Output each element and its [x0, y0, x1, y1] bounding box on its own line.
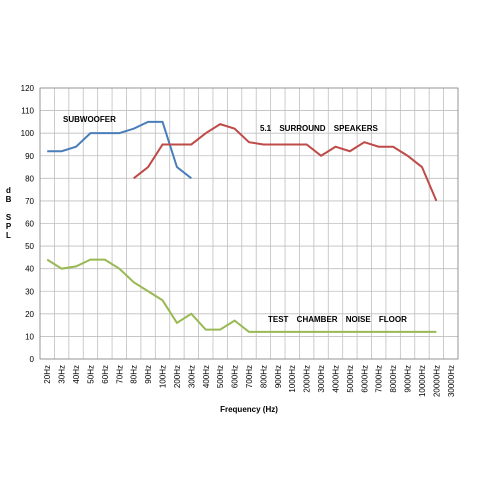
x-tick-label: 700Hz	[245, 365, 254, 388]
x-tick-label: 5000Hz	[346, 365, 355, 393]
x-tick-label: 50Hz	[86, 365, 95, 384]
y-tick-label: 20	[25, 310, 34, 319]
x-tick-label: 1000Hz	[288, 365, 297, 393]
x-tick-label: 2000Hz	[303, 365, 312, 393]
x-tick-label: 60Hz	[101, 365, 110, 384]
x-tick-label: 40Hz	[72, 365, 81, 384]
x-tick-label: 900Hz	[274, 365, 283, 388]
x-tick-label: 80Hz	[130, 365, 139, 384]
x-tick-label: 7000Hz	[375, 365, 384, 393]
x-tick-label: 300Hz	[187, 365, 196, 388]
x-tick-label: 200Hz	[173, 365, 182, 388]
x-tick-label: 600Hz	[231, 365, 240, 388]
x-tick-label: 30Hz	[58, 365, 67, 384]
y-tick-label: 0	[30, 355, 35, 364]
x-tick-label: 20Hz	[43, 365, 52, 384]
y-axis-title: dB SPL	[4, 186, 13, 240]
series-line	[47, 120, 192, 180]
y-tick-label: 30	[25, 287, 34, 296]
y-tick-label: 120	[21, 84, 35, 93]
x-tick-label: 8000Hz	[389, 365, 398, 393]
x-tick-label: 6000Hz	[360, 365, 369, 393]
x-tick-label: 500Hz	[216, 365, 225, 388]
x-tick-label: 100Hz	[159, 365, 168, 388]
x-tick-label: 800Hz	[259, 365, 268, 388]
y-tick-label: 110	[21, 107, 34, 116]
x-tick-label: 400Hz	[202, 365, 211, 388]
x-axis-title: Frequency (Hz)	[220, 405, 278, 414]
series-label: TEST CHAMBER NOISE FLOOR	[268, 315, 407, 324]
series-label: 5.1 SURROUND SPEAKERS	[260, 124, 378, 133]
plot-border	[39, 87, 459, 360]
y-tick-label: 40	[25, 265, 34, 274]
y-tick-label: 100	[21, 129, 35, 138]
y-tick-label: 90	[25, 152, 34, 161]
series-label: SUBWOOFER	[63, 115, 116, 124]
y-tick-label: 60	[25, 220, 34, 229]
x-tick-label: 90Hz	[144, 365, 153, 384]
y-tick-label: 70	[25, 197, 34, 206]
x-tick-label: 70Hz	[115, 365, 124, 384]
x-tick-label: 3000Hz	[317, 365, 326, 393]
x-tick-label: 20000Hz	[432, 365, 441, 397]
series-line	[133, 123, 438, 202]
x-tick-label: 30000Hz	[447, 365, 456, 397]
x-tick-label: 4000Hz	[331, 365, 340, 393]
x-tick-label: 9000Hz	[404, 365, 413, 393]
y-tick-label: 50	[25, 242, 34, 251]
series-line	[46, 258, 437, 333]
x-tick-label: 10000Hz	[418, 365, 427, 397]
y-tick-label: 10	[25, 332, 34, 341]
y-tick-label: 80	[25, 174, 34, 183]
